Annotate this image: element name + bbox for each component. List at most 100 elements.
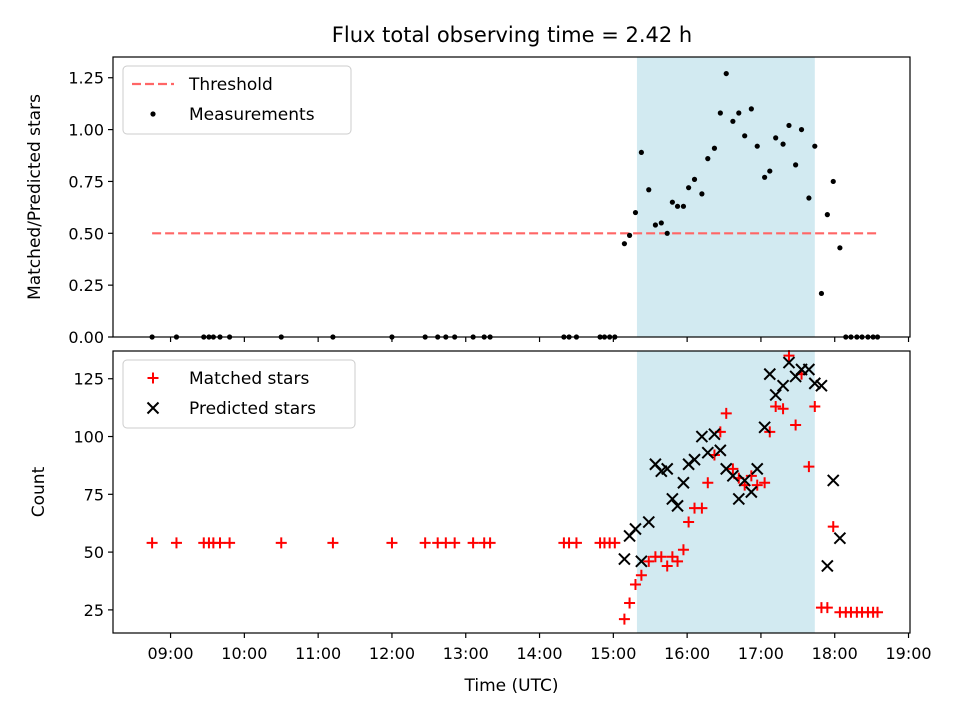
ratio-x-ticks <box>169 337 910 342</box>
matched-star-point <box>770 400 782 412</box>
predicted-star-point <box>666 492 679 506</box>
x-tick-label: 15:00 <box>590 644 636 663</box>
count-y-ticks: 25 50 75 100 125 <box>73 370 113 620</box>
x-tick-label: 18:00 <box>812 644 858 663</box>
predicted-star-point <box>726 469 740 483</box>
matched-star-point <box>661 560 673 572</box>
matched-star-point <box>214 537 226 549</box>
measurement-point <box>669 199 675 205</box>
x-tick-label: 09:00 <box>148 644 194 663</box>
matched-star-point <box>224 537 236 549</box>
legend-cross-swatch <box>146 401 160 415</box>
measurement-point <box>723 70 729 77</box>
matched-star-point <box>618 613 630 625</box>
legend-dot-swatch <box>150 111 156 117</box>
measurement-point <box>806 195 812 201</box>
legend-label: Measurements <box>189 105 315 125</box>
measurement-point <box>818 290 825 297</box>
matched-star-point <box>655 551 667 563</box>
measurement-point <box>632 209 639 216</box>
predicted-star-point <box>751 462 764 476</box>
predicted-star-point <box>701 446 715 459</box>
measurement-point <box>812 143 818 149</box>
matched-star-point <box>275 537 287 549</box>
matched-star-point <box>146 537 158 549</box>
time-x-ticks: 09:00 10:00 11:00 12:00 13:00 14:00 15:00 16:00… <box>148 633 932 663</box>
predicted-star-point <box>732 492 746 506</box>
y-tick-label: 50 <box>84 543 104 562</box>
predicted-star-point <box>629 522 642 536</box>
time-x-axis-label: Time (UTC) <box>464 676 559 696</box>
legend-box <box>122 359 356 429</box>
x-tick-label: 13:00 <box>443 644 489 663</box>
measurement-point <box>780 141 786 147</box>
measurement-point <box>658 220 664 226</box>
measurement-point <box>754 143 760 149</box>
matched-star-point <box>677 544 689 556</box>
matched-star-point <box>777 403 789 415</box>
measurement-point <box>798 126 805 133</box>
y-tick-label: 1.25 <box>68 69 104 88</box>
observing-window-span <box>636 57 815 337</box>
matched-star-point <box>809 400 821 412</box>
ratio-y-ticks: 0.00 0.25 0.50 0.75 1.00 1.25 <box>68 69 113 347</box>
predicted-star-point <box>708 428 721 441</box>
measurement-point <box>736 110 742 116</box>
predicted-star-point <box>758 421 771 434</box>
measurement-point <box>646 187 652 193</box>
matched-star-point <box>727 463 739 475</box>
matched-star-point <box>672 555 684 567</box>
predicted-star-point <box>738 474 751 487</box>
y-tick-label: 0.75 <box>68 172 104 191</box>
predicted-star-point <box>833 532 847 545</box>
measurement-point <box>786 122 792 129</box>
measurement-point <box>699 191 705 197</box>
predicted-star-point <box>827 474 840 487</box>
legend-box <box>122 65 352 135</box>
ratio-panel-frame <box>112 56 911 338</box>
measurement-point <box>626 232 633 238</box>
measurement-point <box>621 241 628 247</box>
count-y-axis-label: Count <box>29 466 49 517</box>
x-tick-label: 12:00 <box>369 644 415 663</box>
matched-star-point <box>386 537 398 549</box>
predicted-star-point <box>745 485 758 499</box>
measurement-point <box>711 145 718 151</box>
predicted-star-point <box>821 559 834 573</box>
ratio-legend: Threshold Measurements <box>122 65 352 135</box>
x-tick-label: 11:00 <box>295 644 341 663</box>
matched-star-point <box>790 419 802 431</box>
count-legend: Matched stars Predicted stars <box>122 359 356 429</box>
predicted-star-point <box>763 367 776 381</box>
matched-star-point <box>449 537 461 549</box>
predicted-star-point <box>714 444 727 457</box>
y-tick-label: 0.25 <box>68 276 104 295</box>
measurement-point <box>674 203 681 209</box>
y-tick-label: 125 <box>73 370 104 389</box>
predicted-star-point <box>677 476 690 489</box>
matched-star-point <box>484 537 496 549</box>
predicted-star-point <box>769 388 782 402</box>
measurement-point <box>686 185 692 191</box>
x-tick-label: 14:00 <box>516 644 562 663</box>
measurement-point <box>664 230 670 236</box>
matched-star-point <box>745 470 757 482</box>
measurement-point <box>793 162 799 168</box>
matched-star-point <box>696 502 708 514</box>
x-tick-label: 17:00 <box>738 644 784 663</box>
matched-star-point <box>783 350 795 362</box>
matched-star-point <box>327 537 339 549</box>
matched-star-point <box>170 537 182 549</box>
measurement-points <box>149 70 881 340</box>
y-tick-label: 0.50 <box>68 224 104 243</box>
predicted-star-point <box>635 555 648 568</box>
measurement-point <box>730 118 736 124</box>
count-points <box>146 350 884 625</box>
predicted-star-point <box>671 499 684 513</box>
matched-star-point <box>629 578 641 590</box>
measurement-point <box>705 156 711 162</box>
x-tick-label: 16:00 <box>664 644 710 663</box>
x-tick-label: 10:00 <box>221 644 267 663</box>
observing-window-span <box>636 351 815 633</box>
matched-star-point <box>751 479 763 491</box>
